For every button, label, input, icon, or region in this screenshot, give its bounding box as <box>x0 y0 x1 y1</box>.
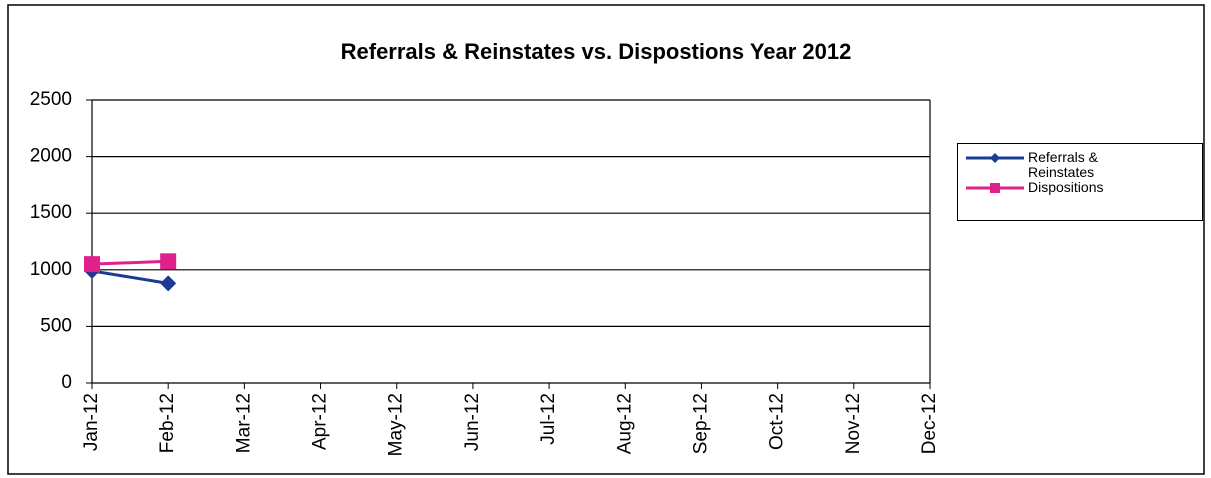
y-tick-label: 2500 <box>30 89 72 110</box>
legend-label: Referrals & Reinstates <box>1028 149 1099 180</box>
x-tick-label: Mar-12 <box>233 393 254 453</box>
legend-label: Dispositions <box>1028 179 1104 195</box>
y-tick-label: 0 <box>61 372 72 393</box>
series-line <box>91 259 169 266</box>
legend: Referrals & Reinstates Dispositions <box>957 143 1203 221</box>
x-tick-label: Apr-12 <box>310 393 331 450</box>
chart-title: Referrals & Reinstates vs. Dispostions Y… <box>341 39 852 64</box>
x-tick-label: Aug-12 <box>614 393 635 454</box>
marker <box>84 256 100 273</box>
x-tick-label: Oct-12 <box>767 393 788 450</box>
y-tick-label: 500 <box>40 315 72 336</box>
y-tick-label: 2000 <box>30 146 72 167</box>
x-tick-label: Jan-12 <box>81 393 102 451</box>
marker <box>990 153 1000 163</box>
series-line <box>91 269 169 285</box>
x-tick-label: Nov-12 <box>843 393 864 454</box>
x-tick-label: Feb-12 <box>157 393 178 453</box>
x-tick-label: Jun-12 <box>462 393 483 451</box>
legend-icon <box>966 183 1024 193</box>
marker <box>990 183 1000 193</box>
marker <box>160 253 177 270</box>
x-tick-label: Sep-12 <box>690 393 711 454</box>
y-tick-label: 1000 <box>30 259 72 280</box>
x-tick-label: May-12 <box>386 393 407 456</box>
y-tick-label: 1500 <box>30 202 72 223</box>
x-tick-label: Dec-12 <box>919 393 940 454</box>
chart-frame <box>7 4 1205 475</box>
legend-item: Referrals & Reinstates <box>962 150 1198 180</box>
legend-icon <box>966 153 1024 163</box>
x-tick-label: Jul-12 <box>538 393 559 445</box>
marker <box>160 275 177 292</box>
legend-item: Dispositions <box>962 180 1198 196</box>
